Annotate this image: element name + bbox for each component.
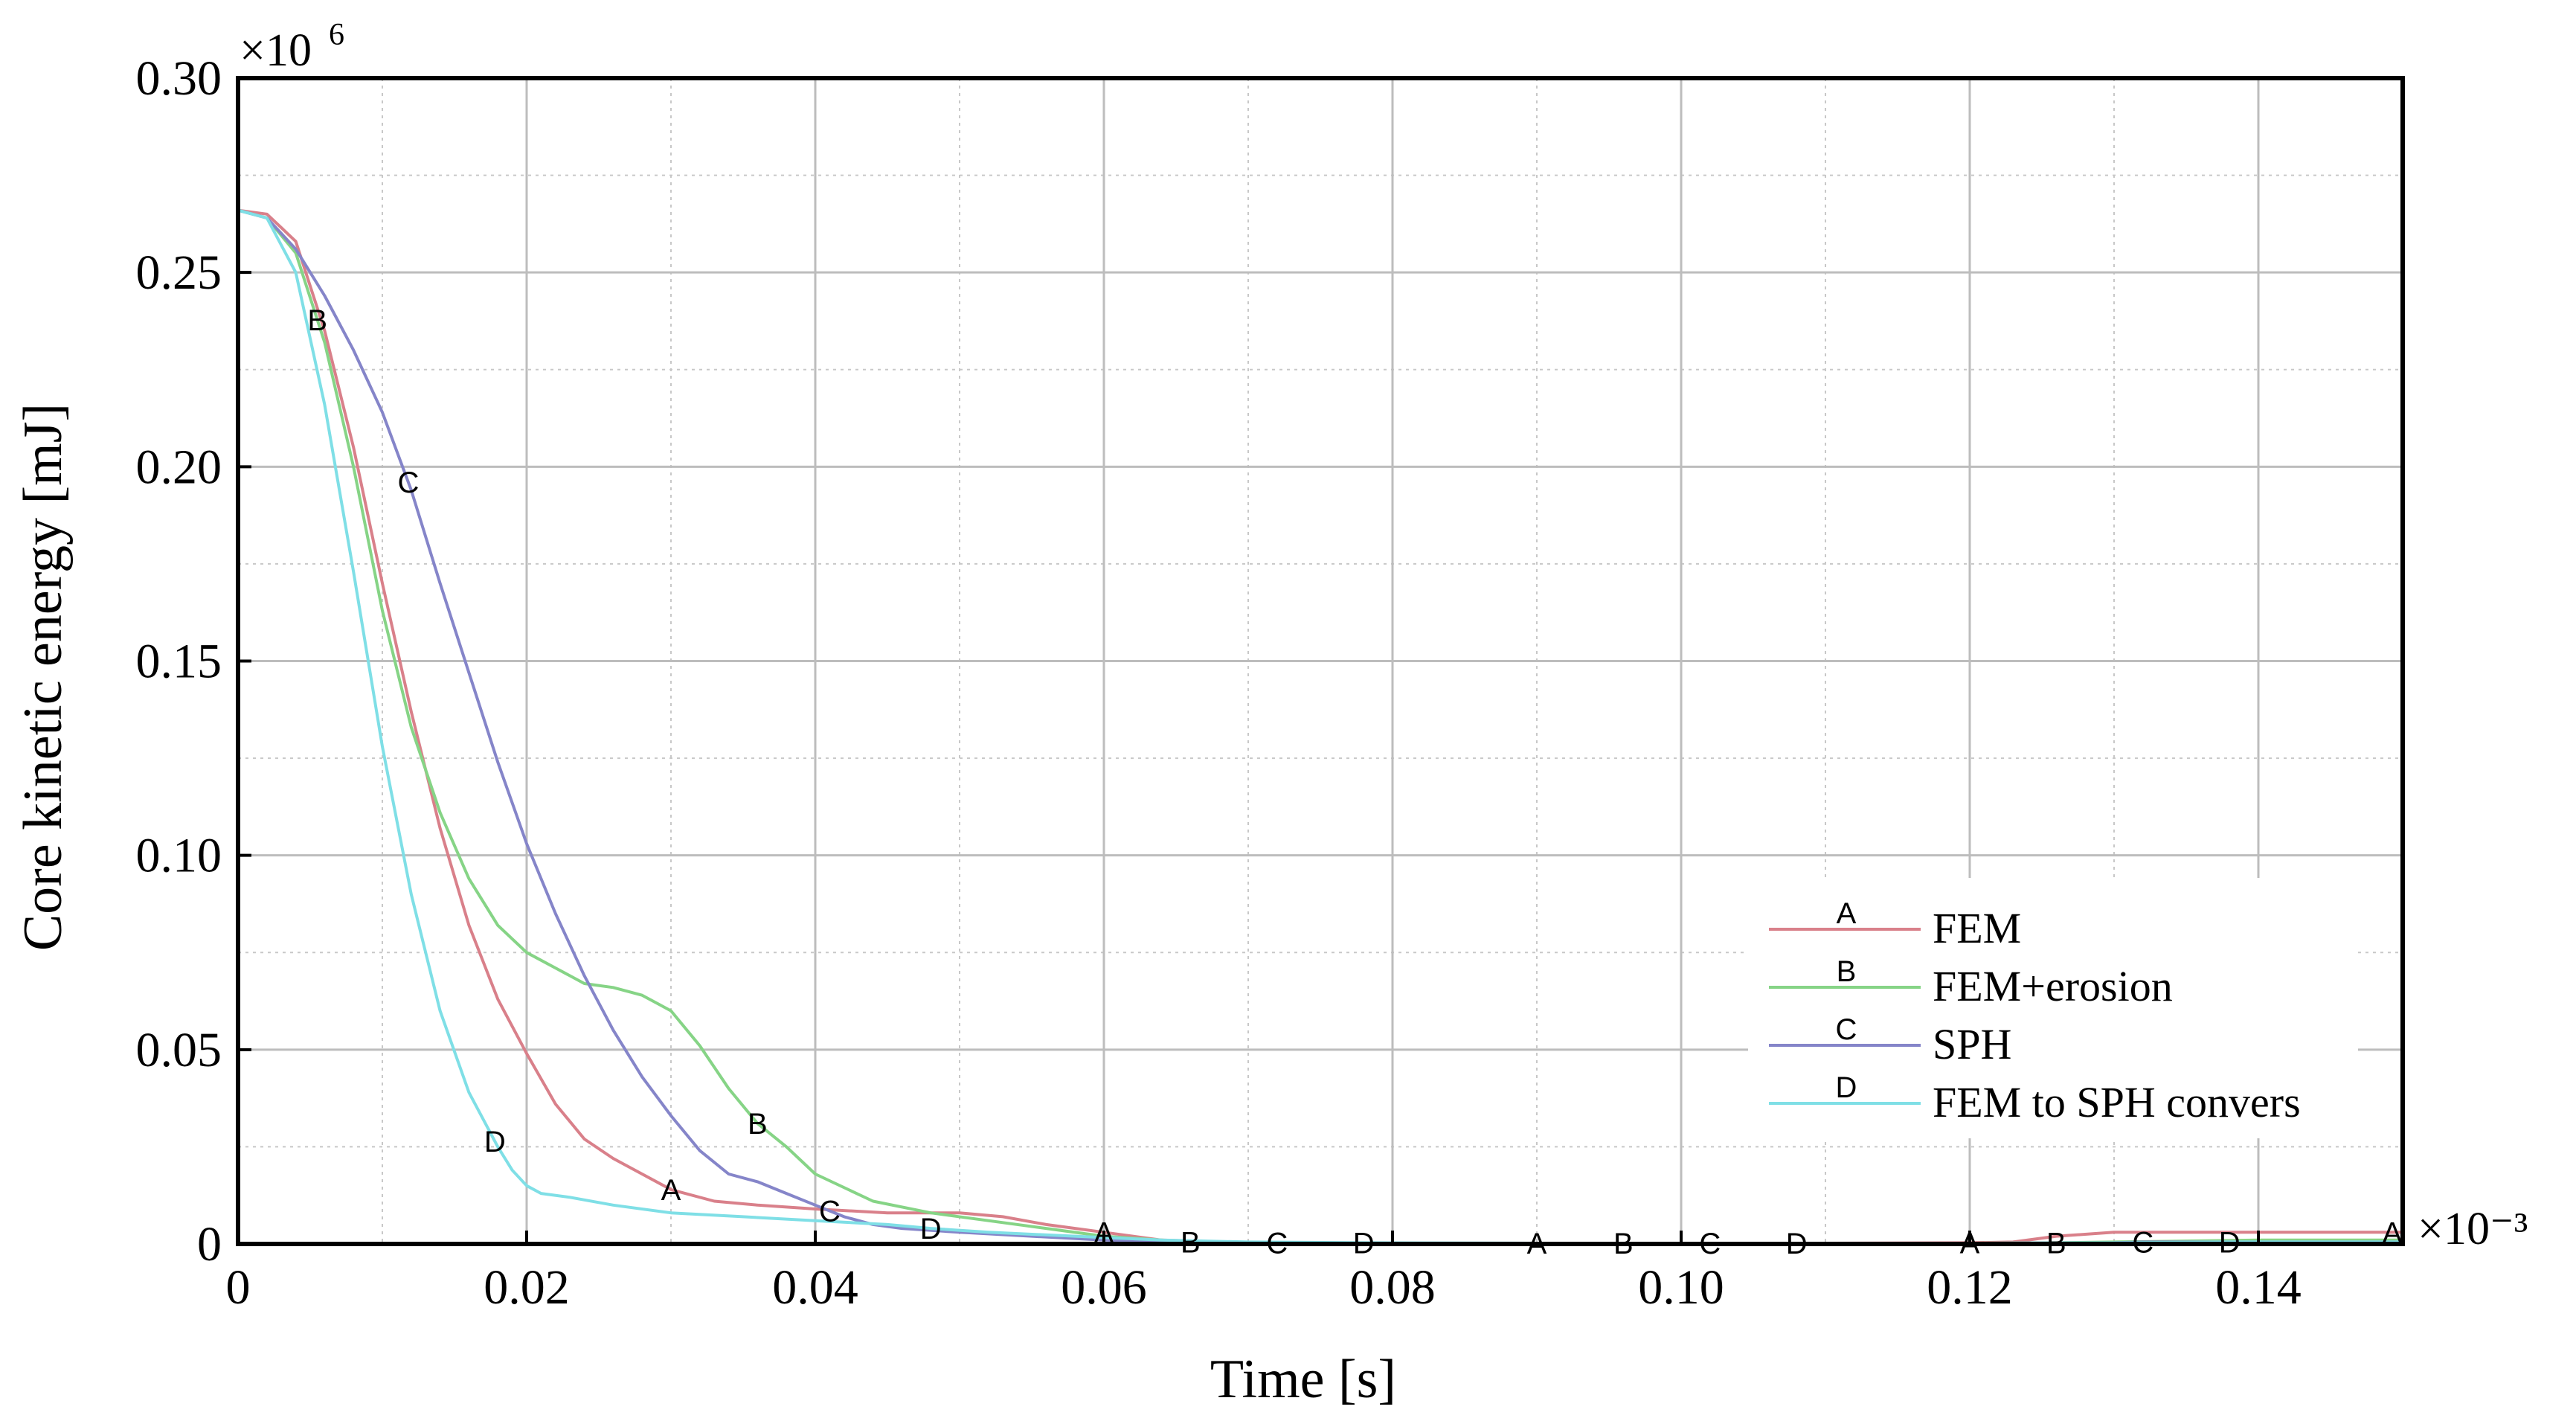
legend-box	[1748, 878, 2358, 1138]
legend-label: FEM to SPH convers	[1933, 1078, 2301, 1126]
axis-ticks: 0 0.02 0.04 0.06 0.08 0.10 0.12 0.14 0 0.05 0.10 0.…	[136, 51, 2302, 1315]
legend-marker: B	[1837, 955, 1857, 988]
x-tick-label: 0.14	[2215, 1260, 2302, 1315]
x-axis-title: Time [s]	[1210, 1349, 1396, 1410]
y-axis-title: Core kinetic energy [mJ]	[13, 403, 74, 951]
y-axis-multiplier: ×10	[240, 25, 312, 76]
legend-label: FEM+erosion	[1933, 962, 2173, 1010]
series-marker: D	[920, 1213, 942, 1245]
y-tick-label: 0	[197, 1217, 222, 1271]
y-axis-multiplier-exponent: 6	[329, 18, 344, 52]
legend-marker: A	[1837, 897, 1857, 930]
plot-area-frame	[236, 76, 2405, 1246]
x-tick-label: 0	[226, 1260, 251, 1315]
series-marker: C	[397, 466, 419, 499]
x-tick-label: 0.12	[1927, 1260, 2013, 1315]
y-tick-label: 0.05	[136, 1023, 222, 1077]
x-tick-label: 0.06	[1061, 1260, 1147, 1315]
series-marker: C	[819, 1196, 841, 1228]
legend-marker: C	[1836, 1013, 1857, 1046]
series-marker: D	[484, 1126, 506, 1158]
x-axis-multiplier: ×10⁻³	[2418, 1204, 2528, 1254]
y-tick-label: 0.30	[136, 51, 222, 106]
y-tick-label: 0.20	[136, 440, 222, 494]
legend-label: FEM	[1933, 904, 2021, 952]
x-tick-label: 0.02	[484, 1260, 570, 1315]
x-tick-label: 0.04	[772, 1260, 858, 1315]
x-tick-label: 0.10	[1638, 1260, 1724, 1315]
y-tick-label: 0.15	[136, 635, 222, 689]
legend-marker: D	[1836, 1071, 1857, 1104]
x-tick-label: 0.08	[1349, 1260, 1436, 1315]
y-tick-label: 0.10	[136, 829, 222, 883]
y-tick-label: 0.25	[136, 246, 222, 300]
series-marker: B	[748, 1108, 768, 1141]
legend: A FEM B FEM+erosion C SPH D FEM to SPH convers	[1748, 878, 2358, 1138]
series-marker: A	[661, 1174, 681, 1207]
legend-label: SPH	[1933, 1020, 2011, 1068]
series-marker: B	[307, 304, 327, 337]
